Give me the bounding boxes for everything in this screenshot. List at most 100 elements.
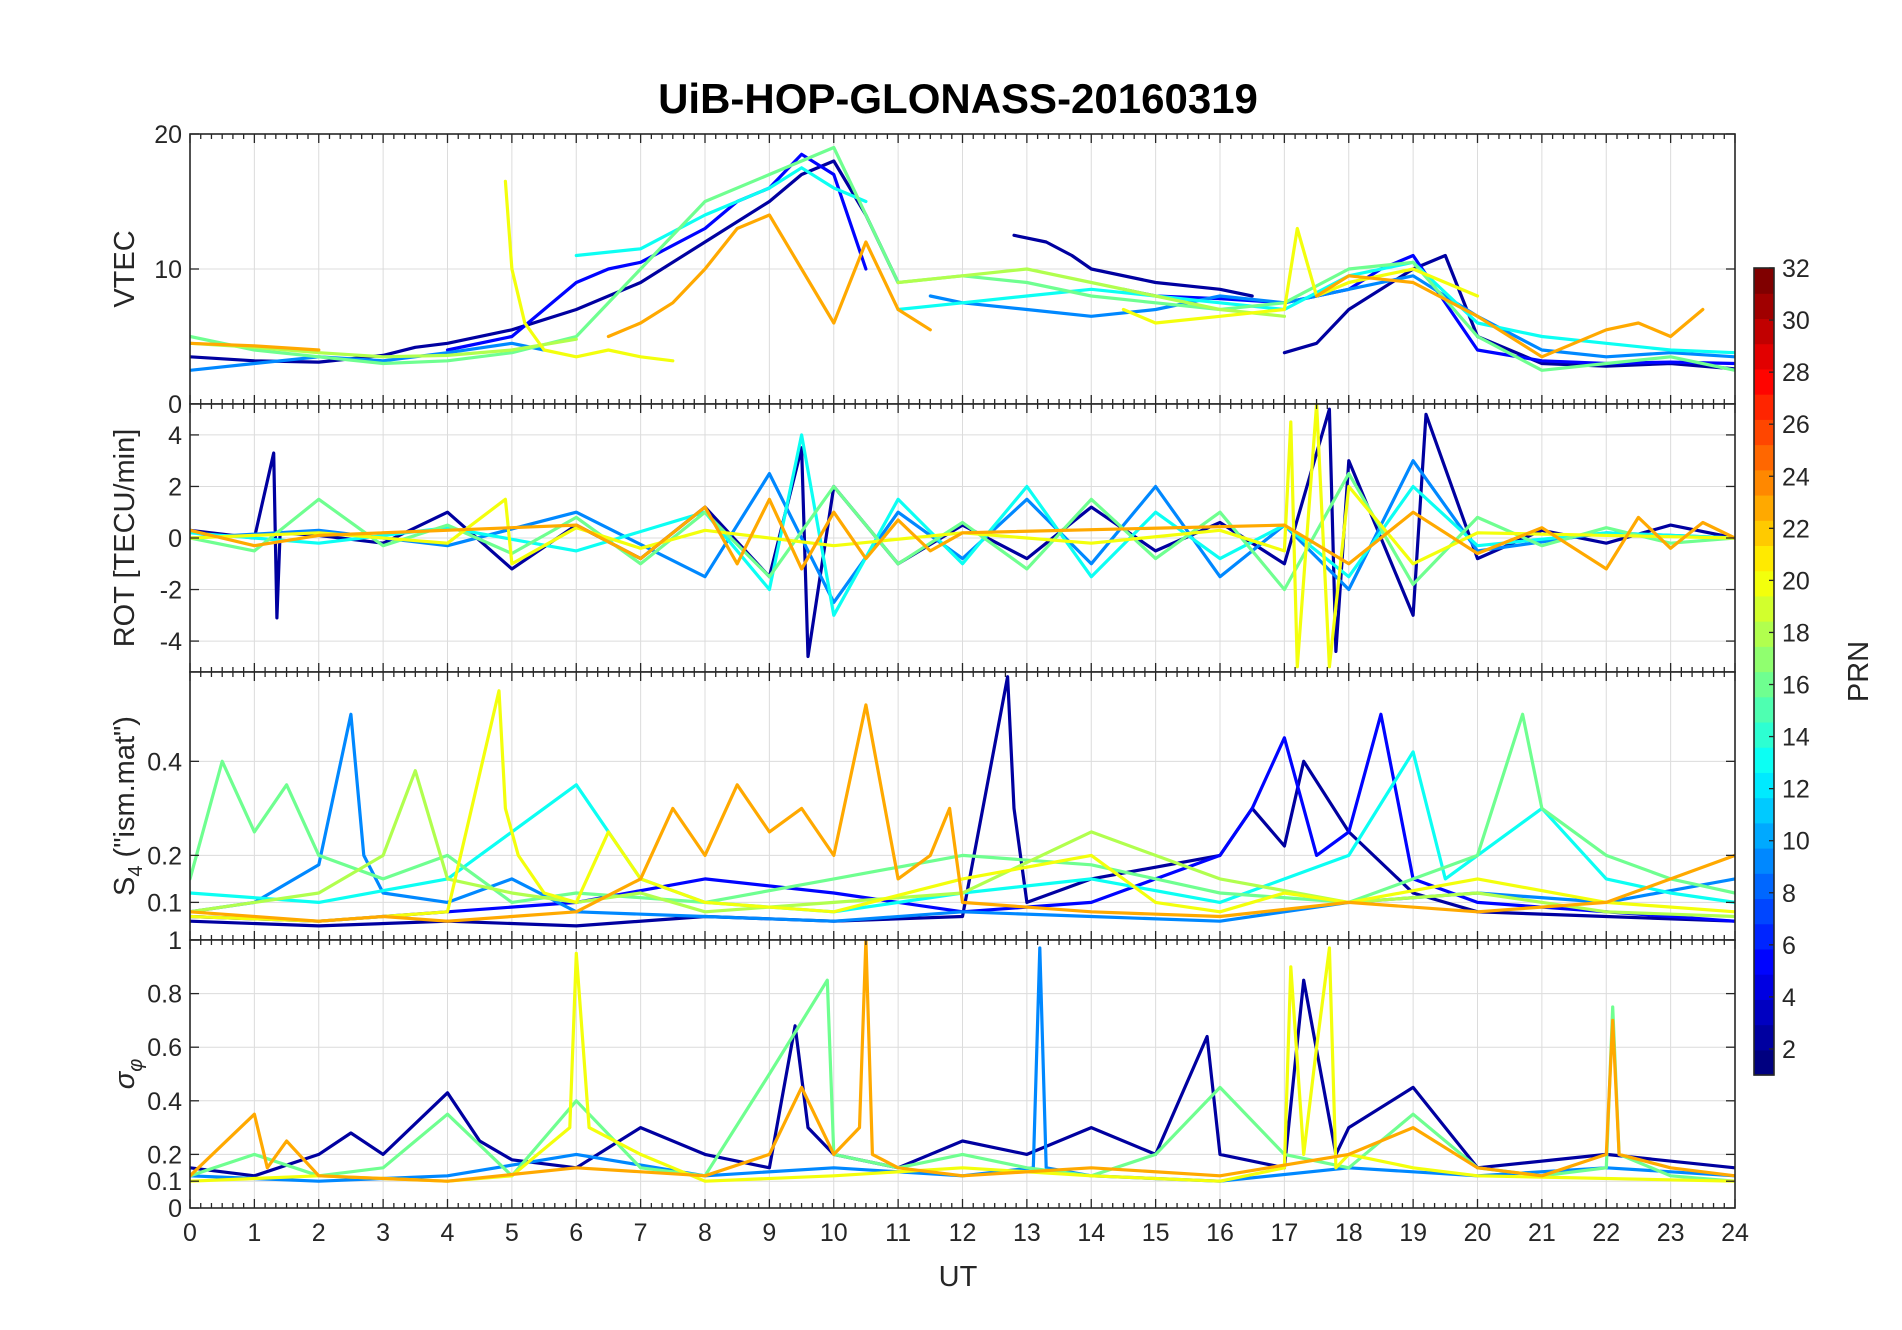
y-tick-label-sigmaphi: 0 [168, 1195, 182, 1223]
x-tick-label: 22 [1592, 1219, 1620, 1247]
panel-s4: 0.1 0.2 0.4S4 ("ism.mat") [109, 671, 1736, 941]
colorbar-swatch [1754, 394, 1774, 420]
y-tick-label-rot: 0 [168, 525, 182, 553]
colorbar-frame [1753, 267, 1775, 1076]
colorbar-tick-label: 26 [1782, 411, 1810, 439]
x-tick-label: 4 [441, 1219, 455, 1247]
x-tick-label: 24 [1721, 1219, 1749, 1247]
y-tick-label-s4: 0.1 [147, 889, 182, 917]
colorbar-swatch [1754, 848, 1774, 874]
colorbar-tick-label: 22 [1782, 515, 1810, 543]
x-tick-label: 8 [698, 1219, 712, 1247]
x-tick-label: 3 [376, 1219, 390, 1247]
colorbar-swatch [1754, 545, 1774, 572]
trace-vtec-prn-20 [1121, 226, 1480, 325]
colorbar-tick-label: 20 [1782, 567, 1810, 595]
x-tick-label: 20 [1464, 1219, 1492, 1247]
colorbar-swatch [1754, 1049, 1774, 1076]
trace-s4-prn-16 [190, 712, 1735, 905]
y-tick-label-rot: 2 [168, 473, 182, 501]
traces-sigmaphi [190, 940, 1735, 1183]
trace-s4-prn-18 [190, 769, 1735, 919]
colorbar-swatch [1754, 646, 1774, 673]
panel-vtec: 0 10 20 VTEC [109, 121, 1736, 419]
trace-rot-prn-23 [190, 497, 1735, 571]
y-tick-label-sigmaphi: 0.2 [147, 1141, 182, 1169]
colorbar-swatch [1754, 974, 1774, 1000]
trace-vtec-prn-18 [896, 267, 1287, 318]
traces-s4 [190, 675, 1735, 928]
x-tick-label: 16 [1206, 1219, 1234, 1247]
y-tick-label-vtec: 0 [168, 391, 182, 419]
colorbar-swatch [1754, 999, 1774, 1026]
colorbar-swatch [1754, 595, 1774, 622]
colorbar-tick-label: 10 [1782, 828, 1810, 856]
y-axis-label-s4: S4 ("ism.mat") [109, 716, 147, 896]
trace-rot-prn-16 [190, 472, 1735, 592]
y-tick-label-vtec: 20 [154, 121, 182, 149]
y-tick-label-rot: -4 [160, 628, 182, 656]
colorbar-swatch [1754, 293, 1774, 320]
colorbar-label: PRN [1843, 641, 1875, 702]
x-tick-label: 7 [634, 1219, 648, 1247]
x-tick-label: 5 [505, 1219, 519, 1247]
trace-vtec-prn-23 [606, 213, 932, 339]
colorbar-swatch [1754, 368, 1774, 395]
colorbar-tick-label: 24 [1782, 463, 1810, 491]
colorbar-swatch [1754, 419, 1774, 446]
colorbar-tick-label: 30 [1782, 307, 1810, 335]
trace-vtec-prn-20 [503, 179, 675, 363]
trace-sigmaphi-prn-23 [190, 940, 1735, 1183]
x-tick-label: 18 [1335, 1219, 1363, 1247]
trace-rot-prn-13 [190, 433, 1735, 617]
colorbar-swatch [1754, 343, 1774, 370]
colorbar-swatch [1754, 873, 1774, 900]
colorbar-swatch [1754, 923, 1774, 950]
trace-s4-prn-20 [190, 689, 1735, 923]
colorbar-swatch [1754, 696, 1774, 723]
trace-sigmaphi-prn-20 [190, 946, 1735, 1183]
y-tick-label-sigmaphi: 0.1 [147, 1168, 182, 1196]
colorbar-tick-label: 32 [1782, 255, 1810, 283]
colorbar-swatch [1754, 898, 1774, 925]
colorbar-tick-label: 12 [1782, 776, 1810, 804]
colorbar-swatch [1754, 318, 1774, 345]
trace-vtec-prn-2 [1012, 233, 1254, 298]
y-tick-label-s4: 0.2 [147, 842, 182, 870]
trace-vtec-prn-23 [1314, 274, 1705, 359]
colorbar-swatch [1754, 621, 1774, 647]
colorbar-swatch [1754, 721, 1774, 748]
trace-vtec-prn-9 [190, 341, 546, 372]
colorbar-swatch [1754, 444, 1774, 471]
colorbar-tick-label: 8 [1782, 880, 1796, 908]
x-axis-label: UT [939, 1261, 978, 1293]
y-tick-label-sigmaphi: 1 [168, 927, 182, 955]
y-tick-label-vtec: 10 [154, 256, 182, 284]
y-tick-label-rot: 4 [168, 422, 182, 450]
y-tick-label-sigmaphi: 0.6 [147, 1034, 182, 1062]
traces-vtec [190, 145, 1735, 372]
colorbar-tick-label: 18 [1782, 619, 1810, 647]
x-tick-label: 21 [1528, 1219, 1556, 1247]
y-tick-label-rot: -2 [160, 577, 182, 605]
colorbar-swatch [1754, 520, 1774, 547]
x-tick-label: 10 [820, 1219, 848, 1247]
colorbar-tick-label: 2 [1782, 1036, 1796, 1064]
trace-vtec-prn-16 [896, 260, 1735, 372]
x-tick-label: 13 [1013, 1219, 1041, 1247]
y-tick-label-sigmaphi: 0.8 [147, 981, 182, 1009]
y-axis-label-rot: ROT [TECU/min] [109, 429, 141, 648]
colorbar-swatch [1754, 797, 1774, 824]
panel-rot: -4 -2 0 2 4 ROT [TECU/min] [109, 403, 1736, 673]
colorbar-swatch [1754, 822, 1774, 849]
colorbar-swatch [1754, 747, 1774, 773]
colorbar-tick-label: 6 [1782, 932, 1796, 960]
y-axis-label-vtec: VTEC [109, 230, 141, 307]
chart-title: UiB-HOP-GLONASS-20160319 [658, 75, 1258, 122]
traces-rot [190, 404, 1735, 669]
x-tick-label: 0 [183, 1219, 197, 1247]
y-tick-label-sigmaphi: 0.4 [147, 1088, 182, 1116]
trace-sigmaphi-prn-9 [190, 946, 1735, 1183]
